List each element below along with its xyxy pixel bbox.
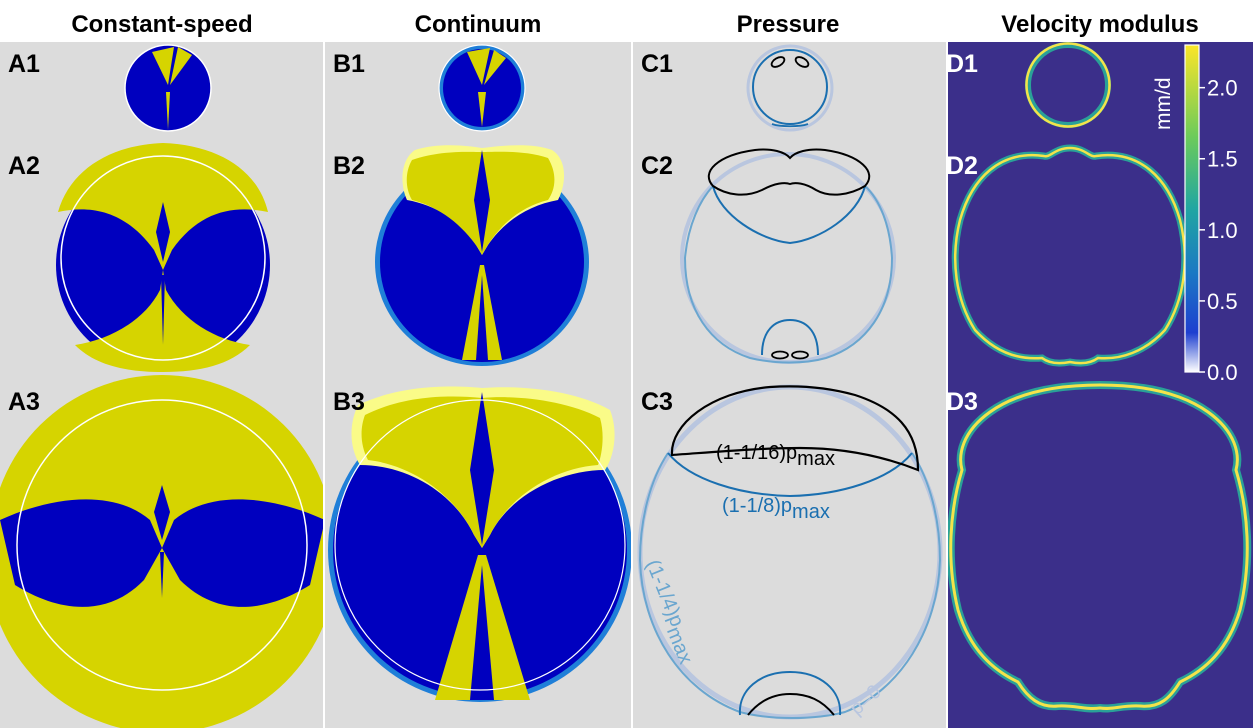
colorbar-unit-label: mm/d <box>1152 78 1175 131</box>
panel-label-c3: C3 <box>641 388 673 416</box>
panel-label-b1: B1 <box>333 50 365 78</box>
colorbar-tick-label: 1.5 <box>1207 147 1238 172</box>
panel-label-d3: D3 <box>946 388 978 416</box>
panel-label-a1: A1 <box>8 50 40 78</box>
column-title-pressure: Pressure <box>737 11 840 38</box>
separator-c-d <box>946 42 948 728</box>
column-d-panels: mm/d 2.0 1.5 1.0 0.5 0.0 D1 D2 D3 <box>946 42 1253 728</box>
panel-label-c2: C2 <box>641 152 673 180</box>
panel-a3-domain <box>0 375 323 728</box>
separator-b-c <box>631 42 633 728</box>
panel-c3-contours <box>637 384 943 720</box>
column-c-panels: (1-1/16)pmax (1-1/8)pmax (1-1/4)pmax p=0… <box>633 42 946 728</box>
column-title-velocity-modulus: Velocity modulus <box>1001 11 1198 38</box>
panel-label-c1: C1 <box>641 50 673 78</box>
panel-c1-contours <box>746 44 834 132</box>
panel-d1-velocity-ring <box>1025 42 1111 128</box>
column-a-panels: A1 A2 A3 <box>0 42 323 728</box>
column-title-continuum: Continuum <box>415 11 542 38</box>
panel-label-a3: A3 <box>8 388 40 416</box>
panel-d2-velocity-ring <box>951 144 1189 367</box>
panel-a1-domain <box>124 44 212 132</box>
panel-b3-domain <box>328 386 631 702</box>
panel-c2-contours <box>680 148 896 364</box>
panel-b1-domain <box>438 44 526 132</box>
label-p-seven-eighths: (1-1/8)pmax <box>722 495 830 523</box>
colorbar-gradient <box>1184 44 1200 373</box>
colorbar-tick-label: 0.0 <box>1207 360 1238 385</box>
colorbar-tick-label: 2.0 <box>1207 76 1238 101</box>
panel-label-b3: B3 <box>333 388 365 416</box>
panel-label-b2: B2 <box>333 152 365 180</box>
velocity-colorbar: mm/d 2.0 1.5 1.0 0.5 0.0 <box>1152 44 1238 385</box>
colorbar-tick-label: 0.5 <box>1207 289 1238 314</box>
column-b-panels: B1 B2 B3 <box>325 42 631 728</box>
panel-d3-velocity-ring <box>948 380 1252 713</box>
colorbar-tick-label: 1.0 <box>1207 218 1238 243</box>
separator-a-b <box>323 42 325 728</box>
panel-a2-domain <box>56 143 270 372</box>
panel-label-d2: D2 <box>946 152 978 180</box>
label-p-fifteen-sixteenths: (1-1/16)pmax <box>716 442 835 470</box>
panel-label-a2: A2 <box>8 152 40 180</box>
column-title-constant-speed: Constant-speed <box>71 11 252 38</box>
colorbar-ticks: 2.0 1.5 1.0 0.5 0.0 <box>1199 76 1238 385</box>
panel-b2-domain <box>375 145 589 366</box>
panel-label-d1: D1 <box>946 50 978 78</box>
